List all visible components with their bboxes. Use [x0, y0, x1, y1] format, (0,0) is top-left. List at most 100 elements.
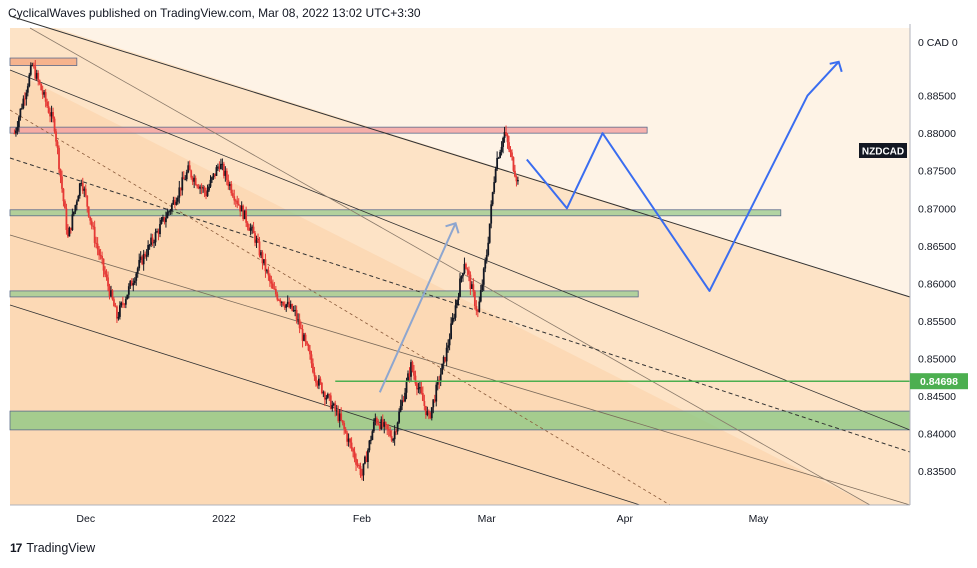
candle-body — [90, 220, 93, 226]
candle-body — [460, 276, 463, 279]
candle-body — [384, 422, 387, 425]
candle-body — [475, 306, 478, 311]
candle-body — [488, 223, 491, 243]
candle-body — [292, 310, 295, 312]
candle-body — [300, 328, 302, 330]
candle-body — [369, 439, 372, 441]
candle-body — [435, 384, 438, 402]
candle-body — [393, 431, 396, 440]
candle-body — [399, 405, 402, 412]
candle-body — [83, 188, 86, 191]
candle-body — [61, 176, 63, 189]
candle-body — [459, 278, 461, 297]
y-tick-label: 0.85500 — [918, 316, 956, 328]
candle-body — [380, 419, 383, 430]
candle-body — [291, 304, 294, 311]
candle-body — [266, 270, 268, 272]
candle-body — [67, 229, 69, 237]
candle-body — [50, 112, 53, 117]
zone-1 — [9, 126, 648, 134]
candle-body — [141, 256, 144, 265]
candle-body — [343, 423, 346, 429]
candle-body — [23, 98, 26, 100]
candle-body — [484, 260, 487, 269]
candle-body — [212, 173, 215, 178]
candle-body — [346, 432, 349, 442]
candle-body — [389, 430, 392, 437]
candle-body — [289, 304, 292, 308]
candle-body — [448, 338, 451, 346]
forecast-arrow-line — [378, 222, 457, 393]
candle-body — [199, 186, 201, 189]
candle-body — [246, 222, 249, 228]
candle-body — [84, 188, 87, 196]
projection-overlay — [335, 60, 910, 393]
candle-body — [242, 205, 245, 220]
candle-body — [43, 92, 46, 95]
candle-body — [222, 163, 225, 176]
candle-body — [329, 395, 332, 409]
projection-arrow-head — [829, 60, 843, 73]
candle-body — [40, 83, 43, 91]
candle-body — [102, 258, 105, 271]
candle-body — [386, 424, 389, 430]
y-tick-label: 0.88000 — [918, 128, 956, 140]
candle-body — [372, 421, 375, 432]
candle-body — [65, 208, 68, 230]
candle-body — [35, 72, 38, 79]
last-price-label: 0.84698 — [920, 376, 958, 388]
candle-body — [215, 167, 218, 176]
candle-body — [276, 294, 279, 300]
candle-body — [350, 442, 353, 449]
candle-body — [166, 212, 169, 219]
tradingview-footer[interactable]: 17 TradingView — [10, 541, 95, 555]
candle-body — [496, 157, 499, 169]
candle-body — [13, 133, 16, 135]
x-tick-label: Apr — [617, 513, 634, 525]
candle-body — [303, 334, 305, 341]
candle-body — [182, 177, 185, 180]
candle-body — [236, 200, 239, 204]
candle-body — [274, 288, 277, 295]
y-tick-label: 0.88500 — [918, 91, 956, 103]
candle-body — [304, 334, 307, 342]
candle-body — [69, 227, 72, 231]
projection-path — [526, 61, 840, 292]
candle-body — [200, 186, 203, 189]
candle-body — [387, 429, 390, 431]
candle-body — [359, 465, 362, 476]
candle-body — [368, 440, 371, 451]
candle-body — [271, 283, 274, 289]
candle-body — [89, 216, 92, 221]
candle-body — [95, 242, 98, 244]
candle-body — [419, 387, 421, 389]
candle-body — [15, 130, 17, 134]
candle-body — [493, 182, 496, 193]
candle-body — [196, 185, 199, 187]
candles — [13, 60, 519, 481]
candle-body — [202, 187, 204, 189]
trendline-1 — [9, 69, 911, 431]
candle-body — [74, 205, 77, 212]
y-tick-label: 0.86500 — [918, 241, 956, 253]
candle-body — [411, 362, 414, 371]
candle-body — [283, 305, 286, 308]
candle-body — [153, 242, 155, 244]
candle-body — [133, 280, 136, 284]
candle-body — [309, 350, 311, 355]
candle-body — [53, 118, 56, 132]
candle-body — [101, 255, 103, 259]
candle-body — [383, 422, 386, 427]
candle-body — [407, 373, 409, 382]
candle-body — [179, 187, 182, 191]
candle-body — [132, 283, 135, 286]
candle-body — [169, 210, 172, 212]
candle-body — [197, 186, 200, 189]
candle-body — [500, 146, 503, 152]
candle-body — [337, 410, 340, 421]
trendline-0 — [9, 15, 911, 298]
candle-body — [52, 112, 54, 119]
axes: 0 CAD 0 0.88500 0.88000 0.87500 0.87000 0.865… — [10, 24, 968, 525]
candle-body — [364, 456, 366, 464]
